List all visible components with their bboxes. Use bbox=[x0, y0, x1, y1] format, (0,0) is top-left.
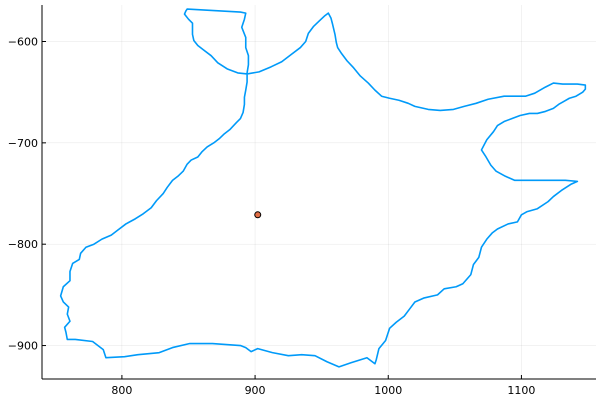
axes-layer bbox=[41, 5, 596, 380]
x-tick-label: 800 bbox=[111, 384, 132, 397]
data-layer bbox=[59, 8, 587, 368]
y-tick-label: −900 bbox=[8, 340, 38, 353]
data-point bbox=[254, 211, 262, 219]
x-tick-label: 900 bbox=[245, 384, 266, 397]
x-tick-label: 1000 bbox=[374, 384, 402, 397]
labels-layer: 800 900 1000 1100 −600 −700 −800 −900 bbox=[8, 35, 536, 397]
y-tick-label: −800 bbox=[8, 238, 38, 251]
x-tick-label: 1100 bbox=[507, 384, 535, 397]
series-outline-line bbox=[59, 8, 587, 368]
y-tick-label: −600 bbox=[8, 35, 38, 48]
y-tick-label: −700 bbox=[8, 137, 38, 150]
grid-layer bbox=[42, 5, 596, 379]
